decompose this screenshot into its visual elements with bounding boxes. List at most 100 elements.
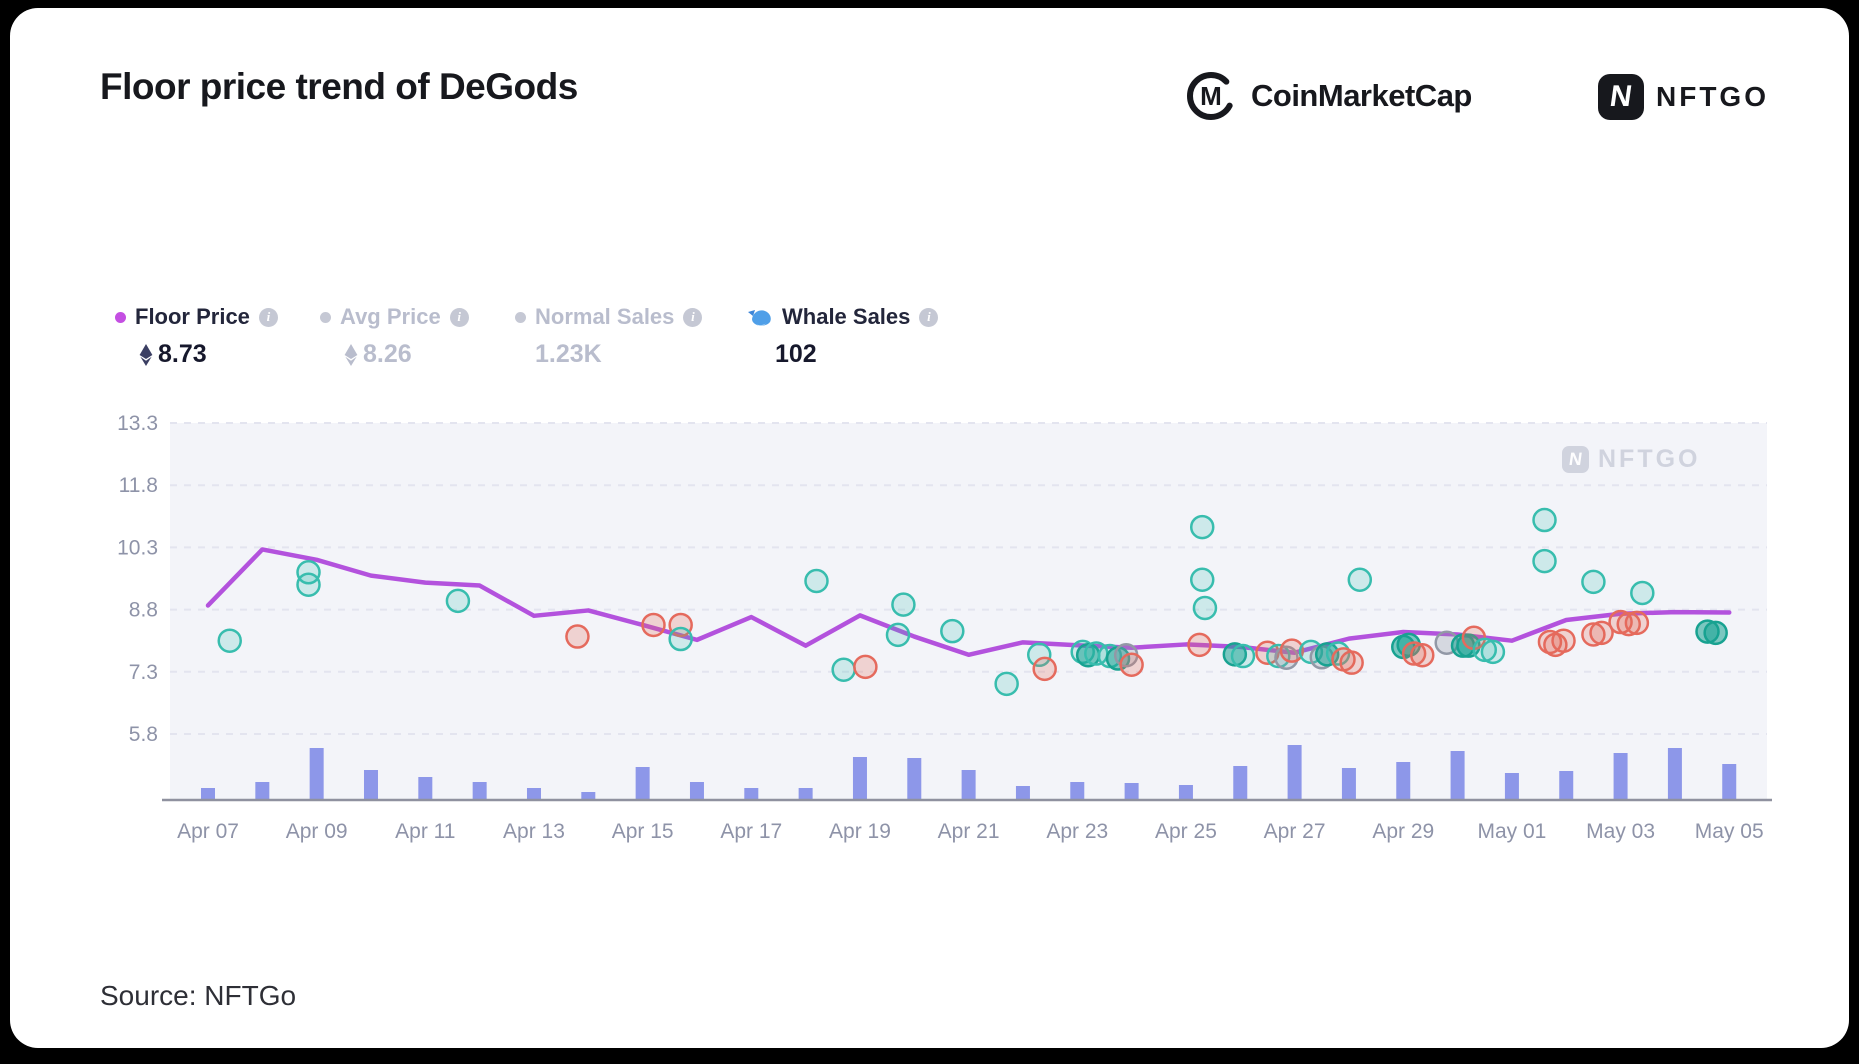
volume-bar <box>1667 748 1682 800</box>
whale-sale-point <box>1266 643 1291 669</box>
info-icon[interactable]: i <box>919 307 939 327</box>
svg-text:7.3: 7.3 <box>129 661 158 684</box>
floor-price-dot <box>115 311 126 323</box>
whale-sale-point <box>1189 567 1215 592</box>
svg-text:Apr 15: Apr 15 <box>612 820 674 843</box>
svg-text:Apr 21: Apr 21 <box>938 820 1000 843</box>
legend-item-whale-sales[interactable]: Whale Sales i 102 <box>747 304 939 369</box>
whale-sale-point <box>885 622 911 648</box>
volume-bar <box>1178 785 1193 800</box>
volume-bar <box>255 782 270 800</box>
legend-item-normal-sales[interactable]: Normal Sales i 1.23K <box>515 304 703 369</box>
info-icon[interactable]: i <box>449 307 469 327</box>
volume-bar <box>1450 751 1465 800</box>
whale-sale-point <box>1703 620 1728 646</box>
main-card: Floor price trend of DeGods M CoinMarket… <box>10 8 1849 1048</box>
source-caption: Source: NFTGo <box>100 980 297 1011</box>
volume-bar <box>1722 764 1737 800</box>
whale-sale-point <box>1339 650 1364 675</box>
whale-sale-point <box>1624 610 1650 636</box>
avg-price-label: Avg Price <box>340 304 441 329</box>
svg-text:Apr 09: Apr 09 <box>286 820 348 843</box>
volume-bar <box>1396 762 1411 800</box>
volume-bar <box>526 788 541 800</box>
volume-bar <box>309 748 324 800</box>
coinmarketcap-wordmark: CoinMarketCap <box>1251 78 1472 113</box>
whale-sale-point <box>1189 514 1215 540</box>
whale-sale-point <box>1630 580 1655 606</box>
info-icon[interactable]: i <box>258 307 278 327</box>
whale-sale-point <box>296 560 321 585</box>
whale-sale-point <box>1347 567 1373 592</box>
avg-price-value: 8.26 <box>363 340 412 368</box>
whale-sale-point <box>1480 639 1506 665</box>
whale-sale-point <box>994 671 1019 697</box>
volume-bar <box>689 782 704 800</box>
whale-icon <box>748 310 771 326</box>
svg-text:May 03: May 03 <box>1586 820 1655 843</box>
whale-sale-point <box>891 592 916 617</box>
volume-bar <box>1504 773 1519 800</box>
whale-sale-point <box>1589 620 1614 646</box>
whale-sale-point <box>565 624 590 649</box>
volume-bar <box>1015 786 1030 800</box>
nftgo-watermark: N NFTGO <box>1562 445 1701 474</box>
volume-bar <box>418 777 433 800</box>
whale-sale-point <box>1581 569 1606 595</box>
whale-sale-point <box>1532 507 1557 533</box>
svg-text:May 01: May 01 <box>1477 820 1546 843</box>
whale-sale-point <box>804 568 829 594</box>
legend-item-floor-price[interactable]: Floor Price i 8.73 <box>115 304 278 369</box>
svg-text:Apr 11: Apr 11 <box>395 820 455 843</box>
svg-text:Apr 29: Apr 29 <box>1372 820 1434 843</box>
whale-sale-point <box>1401 641 1427 666</box>
svg-text:10.3: 10.3 <box>117 536 158 559</box>
volume-bar <box>744 788 759 800</box>
whale-sale-point <box>853 654 878 680</box>
svg-text:5.8: 5.8 <box>129 723 158 746</box>
whale-sale-point <box>1032 656 1057 682</box>
avg-price-dot <box>320 311 331 323</box>
svg-text:Apr 17: Apr 17 <box>720 820 782 843</box>
svg-text:Apr 07: Apr 07 <box>177 820 239 843</box>
volume-bar <box>1559 771 1574 800</box>
whale-sale-point <box>1119 652 1144 678</box>
whale-sales-value: 102 <box>775 340 817 368</box>
coinmarketcap-icon: M <box>1187 72 1235 120</box>
nftgo-watermark-text: NFTGO <box>1598 445 1701 473</box>
volume-bars[interactable] <box>201 745 1737 800</box>
plot-background <box>170 423 1767 800</box>
eth-icon <box>139 343 153 366</box>
whale-sale-point <box>1551 628 1576 653</box>
whale-sale-point <box>296 572 321 597</box>
floor-price-value: 8.73 <box>158 340 207 368</box>
whale-sales-points[interactable] <box>217 507 1728 697</box>
svg-text:Apr 25: Apr 25 <box>1155 820 1217 843</box>
normal-sales-dot <box>515 311 526 323</box>
nftgo-watermark-icon: N <box>1562 446 1589 473</box>
svg-text:Apr 23: Apr 23 <box>1046 820 1108 843</box>
whale-sale-point <box>445 588 471 614</box>
legend-item-avg-price[interactable]: Avg Price i 8.26 <box>320 304 469 369</box>
whale-sale-point <box>1222 642 1248 667</box>
svg-text:May 05: May 05 <box>1695 820 1764 843</box>
whale-sale-point <box>1187 632 1212 658</box>
nftgo-logo: N NFTGO <box>1598 74 1769 120</box>
volume-bar <box>363 770 378 800</box>
chart-legend: Floor Price i 8.73 Avg Price i <box>10 304 1849 384</box>
normal-sales-value: 1.23K <box>535 340 602 368</box>
volume-bar <box>201 788 215 800</box>
whale-sale-point <box>1581 622 1606 647</box>
volume-bar <box>1341 768 1356 800</box>
whale-sale-point <box>668 626 693 652</box>
info-icon[interactable]: i <box>683 307 703 327</box>
volume-bar <box>635 767 650 800</box>
svg-text:Apr 27: Apr 27 <box>1264 820 1326 843</box>
svg-text:M: M <box>1200 81 1222 111</box>
svg-text:11.8: 11.8 <box>119 474 158 497</box>
volume-bar <box>1287 745 1302 800</box>
whale-sale-point <box>1192 595 1218 621</box>
volume-bar <box>1070 782 1085 800</box>
svg-text:Apr 13: Apr 13 <box>503 820 565 843</box>
